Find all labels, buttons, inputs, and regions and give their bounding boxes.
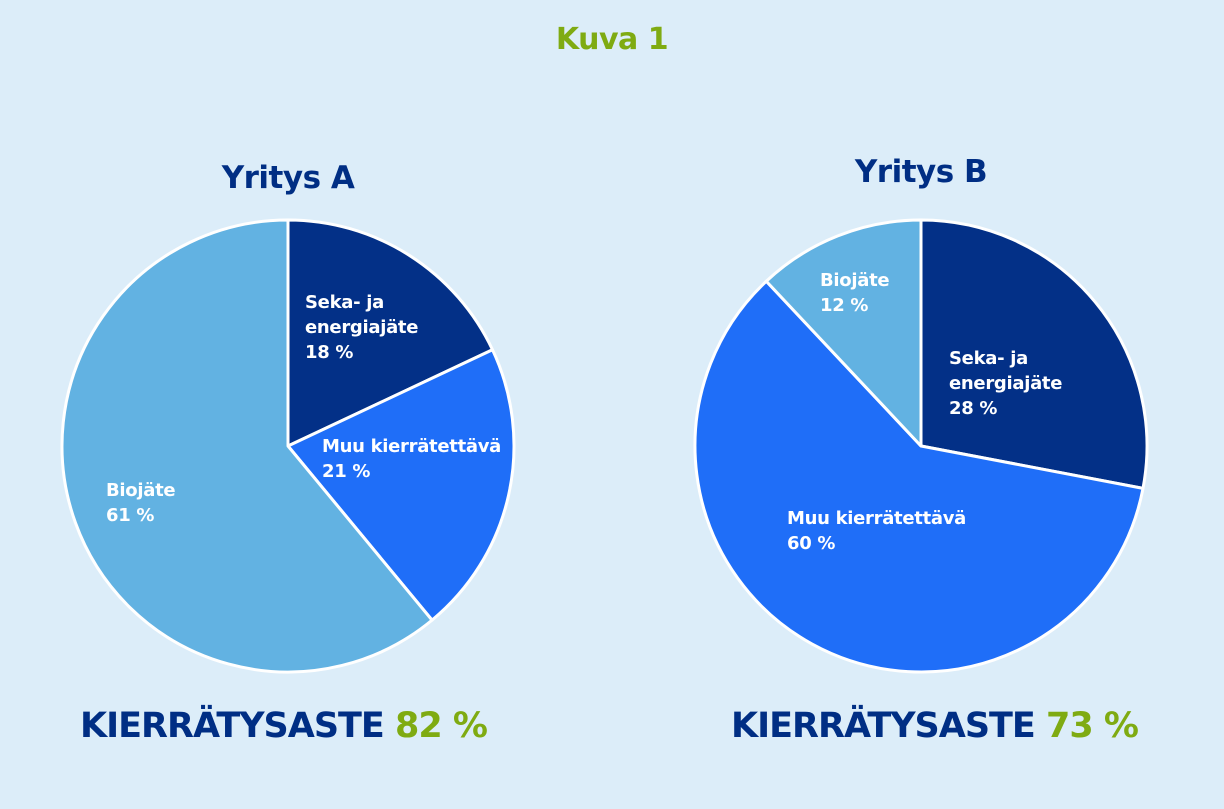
pie-slice-seka-ja-energiajäte (919, 218, 1149, 490)
slice-category-label: energiajäte (949, 373, 1062, 394)
slice-label: Seka- ja energiajäte 18 % (305, 292, 418, 363)
slice-label: Muu kierrätettävä 60 % (787, 508, 966, 554)
slice-category-label: Seka- ja (305, 292, 384, 313)
slice-label: Seka- ja energiajäte 28 % (949, 348, 1062, 419)
recycling-rate-label: KIERRÄTYSASTE (731, 706, 1036, 746)
pie-slice-muu-kierrätettävä (693, 279, 1145, 674)
pie-slice-biojäte (764, 218, 923, 448)
pie-chart-b: Seka- ja energiajäte 28 % Muu kierrätettävä… (693, 218, 1149, 674)
slice-category-label: energiajäte (305, 317, 418, 338)
slice-category-label: Seka- ja (949, 348, 1028, 369)
pie-slice-muu-kierrätettävä (286, 348, 516, 622)
slice-value-label: 60 % (787, 533, 835, 554)
recycling-rate-value: 82 % (395, 706, 488, 746)
slice-label: Muu kierrätettävä 21 % (322, 436, 501, 482)
slice-category-label: Muu kierrätettävä (787, 508, 966, 529)
slice-category-label: Biojäte (106, 480, 175, 501)
slice-category-label: Biojäte (820, 270, 889, 291)
recycling-rate-value: 73 % (1046, 706, 1139, 746)
slice-value-label: 28 % (949, 398, 997, 419)
chart-title-a: Yritys A (221, 160, 355, 196)
slice-value-label: 18 % (305, 342, 353, 363)
slice-value-label: 61 % (106, 505, 154, 526)
slice-category-label: Muu kierrätettävä (322, 436, 501, 457)
chart-title-b: Yritys B (854, 154, 988, 190)
page-title: Kuva 1 (555, 22, 669, 57)
recycling-rate-b: KIERRÄTYSASTE 73 % (731, 706, 1139, 746)
slice-value-label: 12 % (820, 295, 868, 316)
pie-slice-biojäte (60, 218, 434, 674)
recycling-rate-a: KIERRÄTYSASTE 82 % (80, 706, 488, 746)
pie-chart-a: Seka- ja energiajäte 18 % Muu kierrätettävä… (60, 218, 516, 674)
pie-slice-seka-ja-energiajäte (286, 218, 494, 448)
slice-label: Biojäte 12 % (820, 270, 889, 316)
slice-label: Biojäte 61 % (106, 480, 175, 526)
slice-value-label: 21 % (322, 461, 370, 482)
recycling-rate-label: KIERRÄTYSASTE (80, 706, 385, 746)
